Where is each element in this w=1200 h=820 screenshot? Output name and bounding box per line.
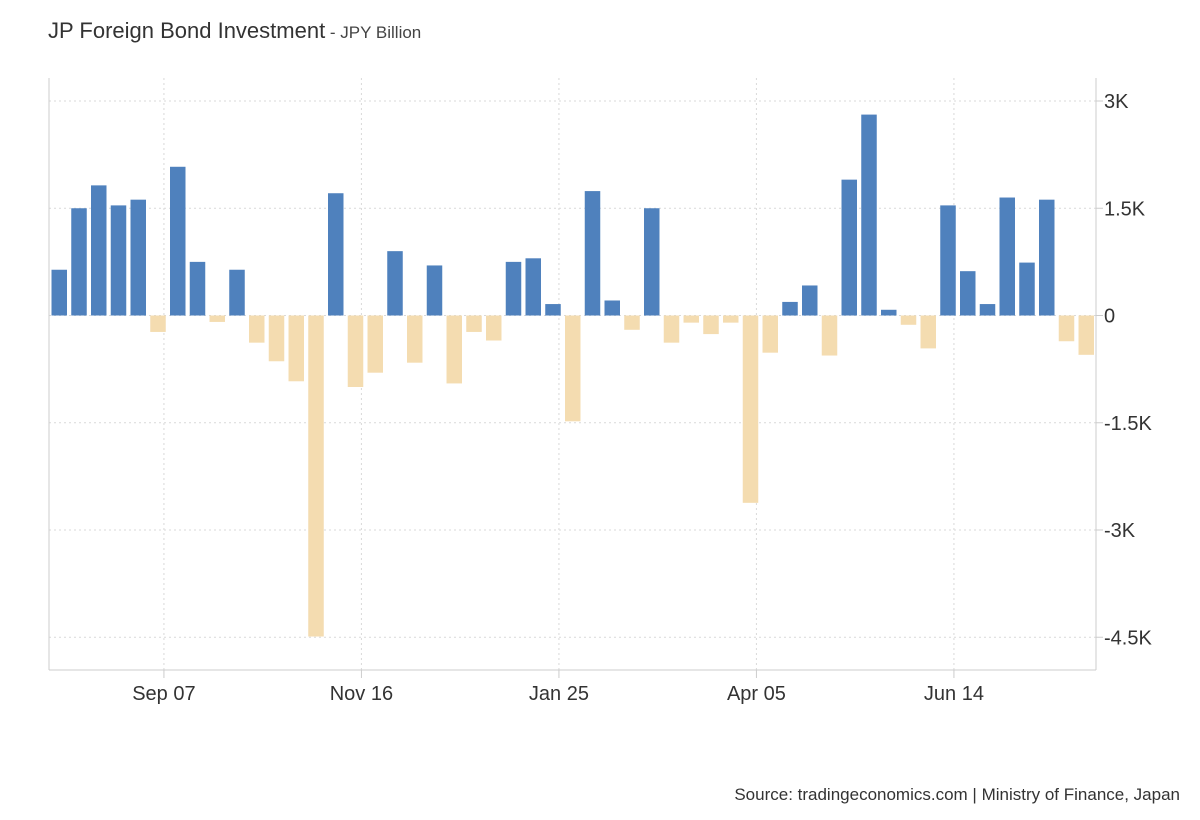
bar <box>663 315 680 343</box>
bar <box>703 315 719 335</box>
bar <box>821 315 838 356</box>
bar <box>407 315 423 363</box>
bar <box>624 315 640 330</box>
bar <box>920 315 936 349</box>
x-tick-label: Nov 16 <box>330 683 393 705</box>
bar <box>960 271 976 316</box>
bar <box>170 166 186 316</box>
bar-chart: 3K 1.5K 0 -1.5K -3K -4.5K Sep 07 Nov 16 Jan 25 Ap… <box>48 78 1152 705</box>
bar <box>604 300 620 316</box>
bar <box>130 199 146 316</box>
bar <box>387 251 403 316</box>
bar <box>347 315 364 387</box>
bar <box>189 261 206 316</box>
bar <box>71 208 87 316</box>
x-tick-label: Jun 14 <box>924 683 984 705</box>
y-tick-label: -3K <box>1104 520 1136 542</box>
source-note: Source: tradingeconomics.com | Ministry … <box>734 785 1180 804</box>
bar <box>565 315 581 422</box>
bar <box>979 304 996 316</box>
bar <box>110 205 127 316</box>
bar <box>426 265 443 316</box>
bar <box>900 315 917 325</box>
bar <box>999 197 1015 316</box>
y-tick-label: 3K <box>1104 91 1129 113</box>
chart-subtitle: - JPY Billion <box>325 23 422 42</box>
bar <box>209 315 225 322</box>
y-tick-label: -1.5K <box>1104 413 1152 435</box>
bar <box>881 309 897 316</box>
bar <box>308 315 324 637</box>
bar <box>782 301 798 316</box>
bar <box>545 304 561 316</box>
bar <box>742 315 759 503</box>
chart-title: JP Foreign Bond Investment <box>48 18 326 43</box>
bar <box>1078 315 1094 355</box>
bar <box>723 315 739 323</box>
bar <box>1019 262 1035 316</box>
bar <box>446 315 462 384</box>
bar <box>802 285 818 316</box>
bar <box>683 315 699 323</box>
bar <box>91 185 107 316</box>
y-tick-label: 1.5K <box>1104 198 1146 220</box>
x-tick-label: Sep 07 <box>132 683 195 705</box>
chart-title-block: JP Foreign Bond Investment - JPY Billion <box>48 18 421 44</box>
bar <box>861 114 877 316</box>
y-tick-label: 0 <box>1104 306 1115 328</box>
bar <box>288 315 304 382</box>
bar <box>525 258 541 316</box>
bar <box>841 179 857 316</box>
bar <box>505 261 522 316</box>
x-tick-label: Apr 05 <box>727 683 786 705</box>
x-tick-label: Jan 25 <box>529 683 589 705</box>
y-tick-label: -4.5K <box>1104 627 1152 649</box>
bar <box>940 205 956 316</box>
bar <box>51 269 67 316</box>
bar <box>268 315 285 362</box>
bar <box>762 315 778 353</box>
bar <box>249 315 265 343</box>
bar <box>466 315 482 332</box>
bar <box>328 193 344 316</box>
bar <box>150 315 166 332</box>
bar <box>229 269 245 316</box>
bar <box>1039 199 1055 316</box>
bar <box>486 315 502 341</box>
bar <box>1058 315 1075 342</box>
bar <box>367 315 383 373</box>
bar <box>644 208 660 316</box>
bar <box>584 191 601 316</box>
